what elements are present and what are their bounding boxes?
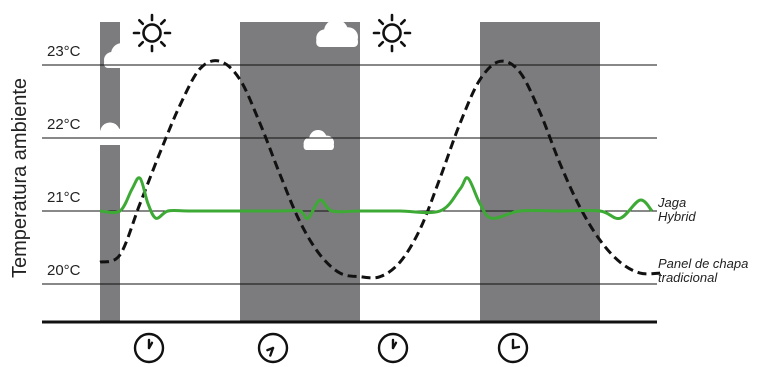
series-line-jaga-hybrid: [99, 176, 654, 221]
series-line-panel-de-chapa: [99, 59, 661, 280]
clock-icon: [497, 332, 529, 364]
y-axis-label: Temperatura ambiente: [9, 78, 31, 278]
y-tick-label: 22°C: [47, 116, 81, 133]
y-tick-label: 23°C: [47, 43, 81, 60]
clock-icon: [257, 332, 289, 364]
cloud-icon: [93, 122, 128, 145]
clock-icon: [377, 332, 409, 364]
series-label: Panel de chapa tradicional: [658, 256, 748, 285]
shaded-period-3: [480, 22, 600, 321]
cloud-icon: [403, 68, 422, 81]
series-lines: [99, 59, 661, 280]
series-label: Jaga Hybrid: [657, 195, 696, 224]
cloud-icon: [614, 63, 652, 88]
sun-icon: [132, 13, 172, 53]
clocks: [133, 332, 529, 364]
cloud-icon: [316, 19, 358, 47]
y-tick-label: 20°C: [47, 262, 81, 279]
y-tick-labels: 20°C 21°C 22°C 23°C: [47, 43, 81, 279]
suns: [132, 13, 412, 53]
night-periods: [100, 22, 600, 321]
series-labels: Jaga Hybrid Panel de chapa tradicional: [657, 195, 748, 285]
cloud-icon: [104, 43, 142, 68]
shaded-period-2: [240, 22, 360, 321]
sun-icon: [372, 13, 412, 53]
cloud-icon: [303, 130, 334, 151]
clock-icon: [133, 332, 165, 364]
y-tick-label: 21°C: [47, 189, 81, 206]
clouds: [93, 19, 652, 151]
shaded-period-1: [100, 22, 120, 321]
